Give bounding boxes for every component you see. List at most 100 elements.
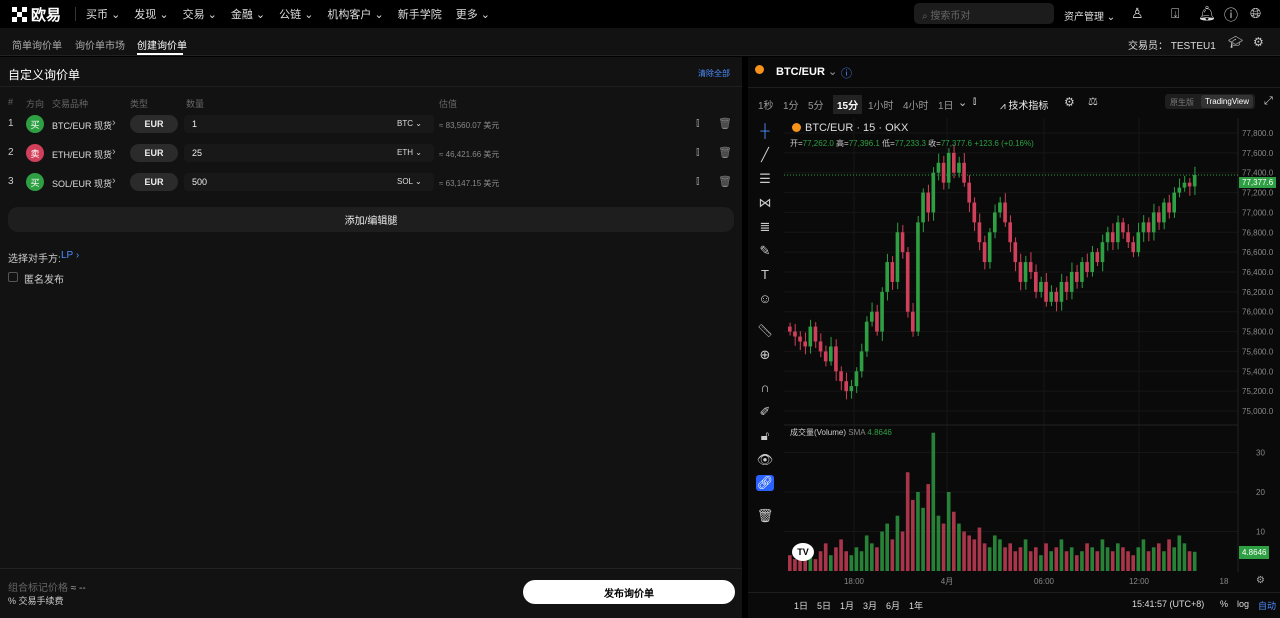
link-icon[interactable]: 🔗︎ — [756, 475, 774, 491]
eye-icon[interactable]: 👁︎ — [756, 452, 774, 467]
interval-dropdown-icon[interactable]: ⌄ — [958, 97, 968, 109]
axis-settings-icon[interactable]: ⚙ — [1256, 575, 1265, 586]
view-native[interactable]: 原生版 — [1170, 98, 1194, 107]
tab-create-rfq[interactable]: 创建询价单 — [137, 41, 187, 52]
candle-type-icon[interactable]: ⫾ — [973, 96, 977, 107]
nav-buy[interactable]: 买币 ⌄ — [86, 9, 121, 21]
crosshair-icon[interactable]: ┼ — [760, 123, 770, 138]
ruler-icon[interactable]: 📏︎ — [756, 323, 774, 338]
download-icon[interactable]: ⍗ — [1171, 5, 1180, 21]
bell-icon[interactable]: 🔔︎ — [1198, 5, 1216, 21]
search-input[interactable]: ⌕ 搜索币对 — [914, 3, 1054, 24]
text-icon[interactable]: T — [761, 267, 769, 282]
type-select[interactable]: EUR — [130, 115, 178, 133]
brush-icon[interactable]: ✎ — [759, 243, 771, 258]
nav-trade[interactable]: 交易 ⌄ — [182, 9, 217, 21]
volume-bar — [926, 484, 930, 571]
anonymous-checkbox[interactable] — [8, 272, 18, 282]
range-2[interactable]: 1月 — [840, 601, 855, 611]
globe-icon[interactable]: 🌐︎ — [1250, 5, 1262, 21]
interval-6[interactable]: 1日 — [938, 101, 954, 112]
unit-select[interactable]: ETH ⌄ — [397, 148, 422, 157]
range-4[interactable]: 6月 — [886, 601, 901, 611]
zoom-in-icon[interactable]: ⊕ — [759, 347, 771, 362]
chevron-right-icon[interactable]: › — [112, 175, 116, 187]
instrument-select[interactable]: ETH/EUR 现货 — [52, 150, 113, 160]
interval-5[interactable]: 4小时 — [903, 101, 929, 112]
chevron-right-icon[interactable]: › — [112, 146, 116, 158]
parallel-lines-icon[interactable]: ☰ — [759, 171, 771, 186]
counterparty-select[interactable]: LP › — [61, 250, 80, 261]
instrument-select[interactable]: SOL/EUR 现货 — [52, 179, 113, 189]
nav-academy[interactable]: 新手学院 — [397, 9, 442, 21]
interval-0[interactable]: 1秒 — [758, 101, 774, 112]
interval-3[interactable]: 15分 — [833, 95, 863, 114]
settings-icon[interactable]: ⚙ — [1253, 35, 1264, 49]
view-tradingview[interactable]: TradingView — [1201, 95, 1254, 108]
price-chart[interactable]: 77,800.0 77,600.0 77,400.0 77,200.0 77,000.0… — [784, 118, 1280, 592]
quantity-input[interactable]: 500 — [184, 173, 434, 191]
instrument-select[interactable]: BTC/EUR 现货 — [52, 121, 113, 131]
trash-icon[interactable]: 🗑︎ — [756, 508, 774, 523]
info-icon[interactable]: ⓘ — [841, 68, 852, 80]
tradingview-logo[interactable]: TV — [792, 543, 814, 561]
chart-leg-icon[interactable]: ⫾ — [696, 175, 700, 187]
clear-all-link[interactable]: 清除全部 — [698, 69, 730, 78]
delete-leg-icon[interactable]: 🗑︎ — [718, 147, 732, 159]
chart-settings-icon[interactable]: ⚙ — [1064, 95, 1075, 109]
lock-icon[interactable]: 🔓︎ — [760, 428, 770, 443]
help-icon[interactable]: ⓘ — [1224, 7, 1238, 23]
fee-link[interactable]: % 交易手续费 — [8, 596, 64, 606]
logo[interactable]: 欧易 — [12, 4, 61, 25]
percent-toggle[interactable]: % — [1220, 599, 1229, 609]
nav-more[interactable]: 更多 ⌄ — [455, 9, 490, 21]
leg-number: 1 — [8, 118, 14, 129]
interval-2[interactable]: 5分 — [808, 101, 824, 112]
fullscreen-icon[interactable]: ⤢ — [1264, 95, 1273, 107]
add-edit-leg-button[interactable]: 添加/编辑腿 — [8, 207, 734, 232]
chart-leg-icon[interactable]: ⫾ — [696, 146, 700, 158]
delete-leg-icon[interactable]: 🗑︎ — [718, 176, 732, 188]
nav-discover[interactable]: 发现 ⌄ — [134, 9, 169, 21]
side-toggle[interactable]: 买 — [26, 115, 44, 133]
interval-4[interactable]: 1小时 — [868, 101, 894, 112]
nav-finance[interactable]: 金融 ⌄ — [230, 9, 266, 21]
tab-rfq-market[interactable]: 询价单市场 — [75, 41, 125, 52]
range-0[interactable]: 1日 — [794, 601, 809, 611]
candle-body — [1059, 281, 1064, 302]
nav-institutional[interactable]: 机构客户 ⌄ — [327, 9, 384, 21]
emoji-icon[interactable]: ☺ — [758, 291, 772, 306]
auto-toggle[interactable]: 自动 — [1258, 601, 1277, 611]
user-icon[interactable]: ♙ — [1131, 5, 1144, 21]
log-toggle[interactable]: log — [1237, 599, 1250, 609]
type-select[interactable]: EUR — [130, 173, 178, 191]
trendline-icon[interactable]: ╱ — [761, 147, 769, 162]
pattern-icon[interactable]: ⋈ — [758, 195, 772, 210]
quantity-input[interactable]: 1 — [184, 115, 434, 133]
range-1[interactable]: 5日 — [817, 601, 832, 611]
range-5[interactable]: 1年 — [909, 601, 924, 611]
delete-leg-icon[interactable]: 🗑︎ — [718, 118, 732, 130]
quantity-input[interactable]: 25 — [184, 144, 434, 162]
fib-icon[interactable]: ≣ — [759, 219, 771, 234]
compare-icon[interactable]: ⚖ — [1088, 96, 1098, 108]
side-toggle[interactable]: 卖 — [26, 144, 44, 162]
assets-menu[interactable]: 资产管理 ⌄ — [1064, 12, 1116, 23]
indicators-button[interactable]: ⩘ 技术指标 — [1000, 101, 1049, 112]
symbol-select[interactable]: BTC/EUR ⌄ — [776, 66, 838, 78]
range-3[interactable]: 3月 — [863, 601, 878, 611]
nav-chain[interactable]: 公链 ⌄ — [279, 9, 314, 21]
side-toggle[interactable]: 买 — [26, 173, 44, 191]
volume-bar — [1172, 547, 1176, 571]
unit-select[interactable]: BTC ⌄ — [397, 119, 422, 128]
tab-simple-rfq[interactable]: 简单询价单 — [12, 41, 62, 52]
chevron-right-icon[interactable]: › — [112, 117, 116, 129]
chart-leg-icon[interactable]: ⫾ — [696, 117, 700, 129]
graduation-icon[interactable]: 🎓︎ — [1228, 35, 1244, 49]
unit-select[interactable]: SOL ⌄ — [397, 177, 422, 186]
submit-rfq-button[interactable]: 发布询价单 — [523, 580, 735, 604]
lock-draw-icon[interactable]: ✐ — [759, 404, 771, 419]
magnet-icon[interactable]: ∩ — [760, 380, 770, 395]
type-select[interactable]: EUR — [130, 144, 178, 162]
interval-1[interactable]: 1分 — [783, 101, 799, 112]
